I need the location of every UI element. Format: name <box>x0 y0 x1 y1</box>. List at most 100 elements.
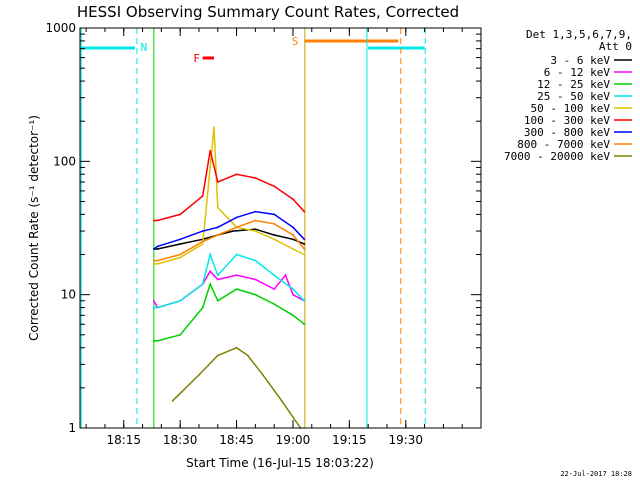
series-line-50-100-kev <box>153 127 305 265</box>
series-point <box>292 198 294 201</box>
series-point <box>254 228 257 231</box>
series-point <box>235 274 238 277</box>
legend-header-line2: Att 0 <box>599 40 632 53</box>
series-line-800-7000-kev <box>153 219 305 262</box>
x-tick-label: 18:45 <box>219 433 254 447</box>
series-point <box>152 340 155 342</box>
series-point <box>235 226 238 229</box>
series-point <box>235 288 238 290</box>
series-point <box>303 243 306 245</box>
series-line-300-800-kev <box>153 210 305 250</box>
legend-label: 12 - 25 keV <box>537 78 610 91</box>
timestamp: 22-Jul-2017 18:28 <box>560 470 632 478</box>
series-point <box>201 306 204 309</box>
legend-label: 25 - 50 keV <box>537 90 610 103</box>
y-ticks: 1 10 100 1000 <box>45 21 481 435</box>
series-point <box>152 306 155 309</box>
series-point <box>303 253 306 256</box>
series-point <box>262 374 264 376</box>
series-point <box>156 263 159 265</box>
series-point <box>273 238 276 241</box>
series-point <box>216 181 219 183</box>
series-point <box>303 238 306 241</box>
y-tick-label: 1000 <box>45 21 76 35</box>
series-point <box>254 259 257 262</box>
series-line-7000-20000-kev <box>172 346 302 429</box>
series-point <box>254 210 257 213</box>
legend-label: 800 - 7000 keV <box>517 138 610 151</box>
x-tick-label: 19:30 <box>388 433 423 447</box>
mode-flags: N F S <box>80 28 426 428</box>
series-point <box>152 263 155 265</box>
series-point <box>209 283 212 285</box>
series-point <box>209 149 212 152</box>
flag-label-f: F <box>193 52 200 65</box>
chart-title: HESSI Observing Summary Count Rates, Cor… <box>77 3 459 21</box>
legend-label: 7000 - 20000 keV <box>504 150 610 163</box>
series-point <box>201 230 204 233</box>
series-point <box>179 238 182 241</box>
series-point <box>254 278 257 281</box>
series-point <box>179 243 182 245</box>
series-point <box>209 166 212 169</box>
series-point <box>201 243 204 245</box>
series-point <box>273 288 276 290</box>
series-point <box>254 230 257 233</box>
series-point <box>156 259 159 262</box>
series-point <box>156 245 159 248</box>
x-tick-label: 18:30 <box>163 433 198 447</box>
series-point <box>254 177 257 179</box>
series-point <box>292 238 294 241</box>
series-point <box>216 274 219 277</box>
legend-label: 100 - 300 keV <box>524 114 610 127</box>
series-point <box>273 213 276 216</box>
series-point <box>156 248 159 250</box>
series-point <box>273 234 276 236</box>
series-point <box>216 234 219 236</box>
series-point <box>179 256 182 259</box>
series-point <box>303 299 306 302</box>
x-tick-label: 19:00 <box>276 433 311 447</box>
series-point <box>292 234 294 236</box>
x-tick-label: 18:15 <box>106 433 141 447</box>
x-ticks: 18:15 18:30 18:45 19:00 19:15 19:30 <box>85 28 482 447</box>
series-line-100-300-kev <box>153 150 305 222</box>
series-point <box>209 253 212 256</box>
series-point <box>292 293 294 296</box>
series-point <box>152 259 155 262</box>
series-point <box>292 288 294 290</box>
series-point <box>152 299 155 302</box>
series-point <box>152 248 155 250</box>
series-point <box>284 274 287 277</box>
series-point <box>231 230 234 233</box>
series-point <box>235 173 238 176</box>
series-point <box>280 399 283 402</box>
series-line-12-25-kev <box>153 282 305 342</box>
series-point <box>179 253 182 256</box>
series-point <box>273 185 276 188</box>
legend-label: 50 - 100 keV <box>531 102 611 115</box>
series-point <box>201 283 204 285</box>
x-axis-label: Start Time (16-Jul-15 18:03:22) <box>186 456 374 470</box>
series-point <box>246 354 249 357</box>
series-point <box>171 399 174 402</box>
series-point <box>303 248 306 250</box>
series-point <box>254 293 257 296</box>
legend-label: 6 - 12 keV <box>544 66 611 79</box>
series-point <box>156 306 159 309</box>
plot-frame <box>79 27 482 429</box>
series-point <box>235 346 238 349</box>
legend-header-line1: Det 1,3,5,6,7,9, <box>526 28 632 41</box>
series-point <box>179 213 182 216</box>
series-point <box>292 248 294 250</box>
series-point <box>152 219 155 222</box>
series-point <box>303 323 306 326</box>
series-point <box>179 299 182 302</box>
series-point <box>216 299 219 302</box>
series-point <box>303 210 306 213</box>
series-point <box>273 222 276 225</box>
y-tick-label: 100 <box>53 154 76 168</box>
series-point <box>216 278 219 281</box>
series-point <box>198 374 200 376</box>
